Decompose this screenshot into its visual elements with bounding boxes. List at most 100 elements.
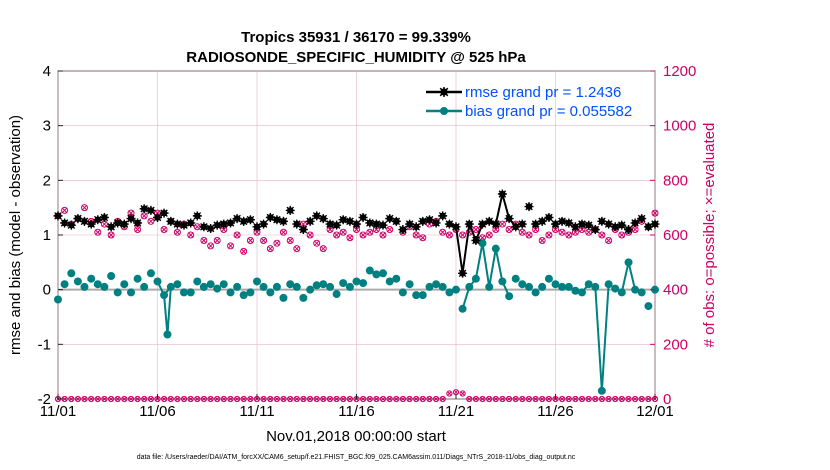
bias-point (319, 280, 328, 289)
obs-evaluated-point (479, 234, 486, 241)
rmse-point (146, 205, 156, 215)
bias-point (312, 281, 321, 290)
obs-zero-evaluated (115, 396, 121, 402)
rmse-point (153, 213, 162, 223)
obs-zero-evaluated (486, 396, 492, 402)
obs-possible-point (333, 231, 341, 239)
obs-possible-point (538, 236, 546, 244)
rmse-point (285, 205, 295, 215)
obs-zero-point (592, 395, 599, 403)
obs-evaluated-point (274, 240, 280, 247)
obs-zero-evaluated (327, 396, 333, 402)
rmse-point (365, 218, 375, 228)
rmse-point (471, 235, 481, 245)
bias-point (398, 288, 407, 297)
obs-zero-evaluated (466, 396, 472, 402)
bias-point (478, 239, 487, 248)
obs-zero-evaluated (539, 396, 545, 402)
bias-point (160, 291, 169, 300)
obs-zero-evaluated (121, 396, 127, 402)
rmse-point (199, 222, 209, 232)
obs-evaluated-point (499, 221, 506, 227)
obs-zero-point (267, 395, 274, 403)
obs-zero-evaluated (586, 396, 592, 402)
obs-possible-point (240, 247, 248, 255)
obs-zero-evaluated (261, 396, 266, 402)
obs-zero-evaluated (473, 396, 479, 402)
obs-zero-point (227, 395, 234, 403)
rmse-point (345, 216, 355, 226)
rmse-point (624, 225, 634, 235)
bias-point (511, 274, 520, 283)
obs-zero-point (127, 395, 135, 403)
bias-point (173, 280, 182, 289)
rmse-point (119, 219, 129, 229)
obs-evaluated-point (280, 229, 287, 236)
obs-zero-evaluated (592, 396, 598, 402)
obs-zero-point (293, 395, 300, 403)
obs-zero-evaluated (307, 396, 313, 402)
rmse-point (239, 216, 249, 226)
obs-zero-point (638, 395, 645, 403)
obs-evaluated-point (207, 243, 214, 249)
obs-possible-point (472, 226, 480, 234)
obs-possible-point (286, 236, 294, 244)
obs-possible-point (445, 231, 453, 239)
obs-zero-evaluated (632, 396, 638, 402)
bias-point (120, 280, 129, 289)
obs-evaluated-point (227, 243, 234, 249)
obs-evaluated-point (599, 232, 605, 238)
bias-point (266, 288, 275, 297)
obs-zero-evaluated (626, 396, 631, 402)
bias-point (253, 277, 261, 286)
obs-possible-point (651, 209, 659, 217)
bias-point (166, 282, 175, 291)
rmse-point (86, 219, 96, 229)
obs-zero-point (180, 395, 188, 403)
obs-zero-evaluated (374, 396, 379, 402)
bias-point (206, 280, 215, 289)
legend-bias-label: bias grand pr = 0.055582 (465, 103, 632, 120)
obs-evaluated-point (446, 232, 453, 238)
rmse-point (531, 219, 541, 229)
x-axis-label: Nov.01,2018 00:00:00 start (266, 428, 447, 445)
obs-zero-point (107, 395, 115, 403)
rmse-point (352, 219, 361, 229)
y-right-tick-label: 0 (663, 391, 671, 408)
obs-zero-point (134, 395, 141, 403)
obs-zero-evaluated (287, 396, 293, 402)
obs-evaluated-point (307, 232, 313, 238)
bias-point (299, 293, 308, 302)
rmse-point (425, 215, 435, 225)
bias-point (372, 270, 381, 279)
bias-point (471, 274, 480, 283)
rmse-series (53, 189, 660, 278)
rmse-point (610, 222, 620, 232)
x-tick-label: 11/21 (438, 403, 474, 420)
obs-zero-point (439, 395, 446, 403)
bias-point (140, 282, 149, 291)
bias-point (80, 282, 89, 291)
legend-rmse-label: rmse grand pr = 1.2436 (465, 84, 621, 101)
bias-point (637, 288, 646, 297)
obs-zero-evaluated (480, 396, 485, 402)
rmse-point (99, 213, 109, 223)
obs-zero-point (220, 395, 227, 403)
rmse-point (79, 216, 89, 226)
bias-point (60, 280, 69, 289)
obs-possible-point (207, 242, 215, 250)
bias-point (491, 244, 500, 253)
obs-zero-evaluated (168, 396, 174, 402)
obs-zero-evaluated (400, 396, 406, 402)
rmse-point (259, 219, 269, 229)
y-right-tick-label: 800 (663, 172, 688, 189)
obs-zero-evaluated (566, 396, 572, 402)
bias-point (93, 280, 102, 289)
obs-possible-point (439, 228, 447, 236)
obs-zero-evaluated (102, 396, 107, 402)
obs-zero-point (260, 395, 267, 403)
x-tick-label: 11/06 (139, 403, 175, 420)
rmse-point (491, 219, 501, 229)
rmse-point (312, 211, 322, 221)
obs-possible-point (233, 231, 241, 239)
